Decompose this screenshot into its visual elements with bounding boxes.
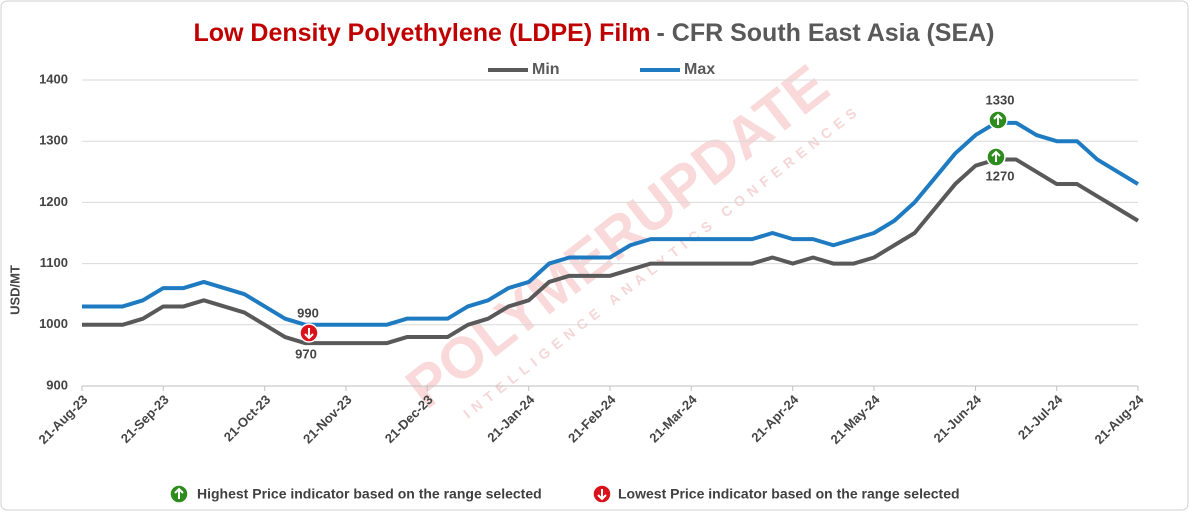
y-tick-label: 1100 bbox=[40, 255, 68, 270]
note: Lowest Price indicator based on the rang… bbox=[618, 486, 960, 502]
annotation: 970 bbox=[295, 346, 317, 361]
marker-arrow bbox=[993, 113, 1003, 125]
marker-arrow bbox=[597, 489, 607, 501]
series-line bbox=[82, 120, 1140, 327]
marker-arrow bbox=[991, 150, 1001, 162]
y-axis-label: USD/MT bbox=[7, 265, 22, 315]
title-main: Low Density Polyethylene (LDPE) Film bbox=[193, 19, 650, 47]
high-marker-max bbox=[988, 110, 1008, 130]
y-tick-label: 1000 bbox=[39, 316, 68, 331]
annotation: 1270 bbox=[986, 168, 1015, 183]
chart-title: Low Density Polyethylene (LDPE) Film - CF… bbox=[193, 19, 994, 47]
y-tick-label: 1200 bbox=[39, 194, 68, 209]
note: Highest Price indicator based on the ran… bbox=[197, 486, 542, 502]
legend-label: Min bbox=[532, 61, 560, 78]
note-icon-low bbox=[592, 484, 612, 504]
series-line bbox=[82, 157, 1140, 346]
note-icon-high bbox=[169, 484, 189, 504]
low-marker bbox=[299, 323, 319, 343]
legend-label: Max bbox=[684, 61, 715, 78]
marker-arrow bbox=[304, 328, 314, 340]
marker-arrow bbox=[174, 487, 184, 499]
y-tick-label: 1300 bbox=[39, 133, 68, 148]
title-sub: - CFR South East Asia (SEA) bbox=[657, 19, 995, 47]
y-tick-label: 900 bbox=[46, 377, 68, 392]
annotation: 990 bbox=[297, 305, 319, 320]
high-marker-min bbox=[986, 147, 1006, 167]
annotation: 1330 bbox=[986, 92, 1015, 107]
y-tick-label: 1400 bbox=[39, 71, 68, 86]
